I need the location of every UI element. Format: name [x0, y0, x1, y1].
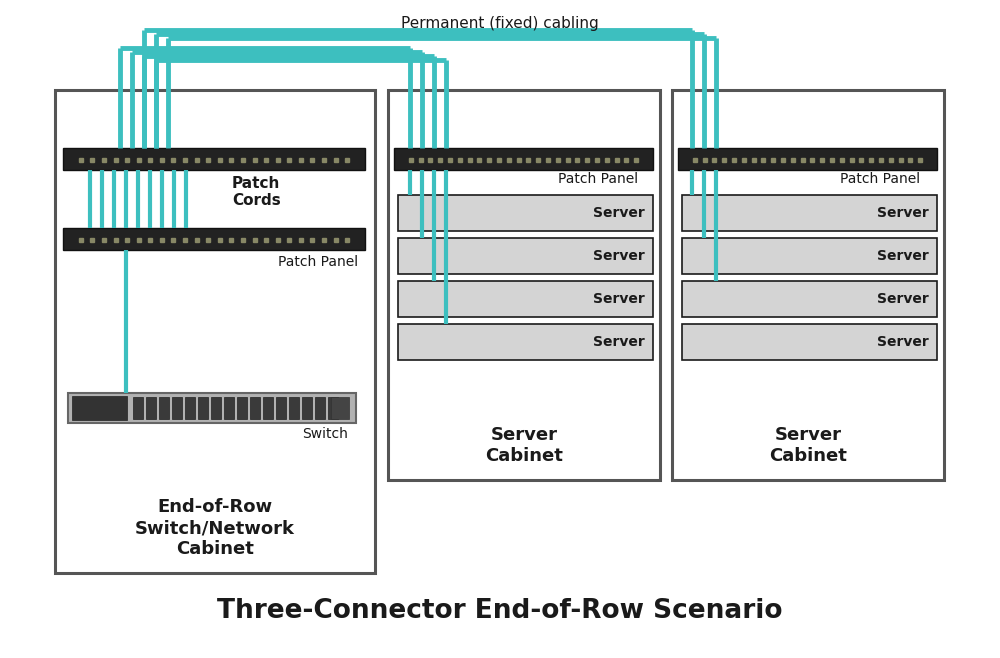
Bar [328, 397, 338, 419]
Bar [678, 148, 937, 170]
Text: Server: Server [593, 206, 645, 220]
Bar [682, 324, 937, 360]
Text: Server: Server [877, 292, 929, 306]
Bar [315, 397, 325, 419]
Bar [185, 397, 195, 419]
Text: Server: Server [877, 206, 929, 220]
Bar [276, 397, 286, 419]
Text: Permanent (fixed) cabling: Permanent (fixed) cabling [401, 16, 599, 31]
Bar [211, 397, 221, 419]
Bar [331, 397, 349, 419]
Bar [172, 397, 182, 419]
Bar [250, 397, 260, 419]
Text: Server: Server [593, 249, 645, 263]
Bar [388, 90, 660, 480]
Text: Switch: Switch [302, 427, 348, 441]
Text: Server
Cabinet: Server Cabinet [769, 426, 847, 465]
Bar [55, 90, 375, 573]
Bar [398, 195, 653, 231]
Bar [159, 397, 169, 419]
Text: Server: Server [877, 335, 929, 349]
Text: Patch Panel: Patch Panel [558, 172, 638, 186]
Bar [146, 397, 156, 419]
Bar [263, 397, 273, 419]
Bar [68, 393, 356, 423]
Bar [682, 281, 937, 317]
Text: Server: Server [593, 292, 645, 306]
Text: Server: Server [877, 249, 929, 263]
Text: Patch
Cords: Patch Cords [232, 176, 281, 208]
Text: End-of-Row
Switch/Network
Cabinet: End-of-Row Switch/Network Cabinet [135, 498, 295, 558]
Bar [394, 148, 653, 170]
Bar [682, 238, 937, 274]
Bar [302, 397, 312, 419]
Text: Three-Connector End-of-Row Scenario: Three-Connector End-of-Row Scenario [217, 598, 783, 624]
Text: Patch Panel: Patch Panel [278, 255, 358, 269]
Bar [224, 397, 234, 419]
Bar [398, 324, 653, 360]
Bar [237, 397, 247, 419]
Text: Server
Cabinet: Server Cabinet [485, 426, 563, 465]
Text: Server: Server [593, 335, 645, 349]
Text: Patch Panel: Patch Panel [840, 172, 920, 186]
Bar [63, 228, 365, 250]
Bar [398, 281, 653, 317]
Bar [398, 238, 653, 274]
Bar [289, 397, 299, 419]
Bar [72, 396, 127, 420]
Bar [682, 195, 937, 231]
Bar [672, 90, 944, 480]
Bar [63, 148, 365, 170]
Bar [198, 397, 208, 419]
Bar [133, 397, 143, 419]
